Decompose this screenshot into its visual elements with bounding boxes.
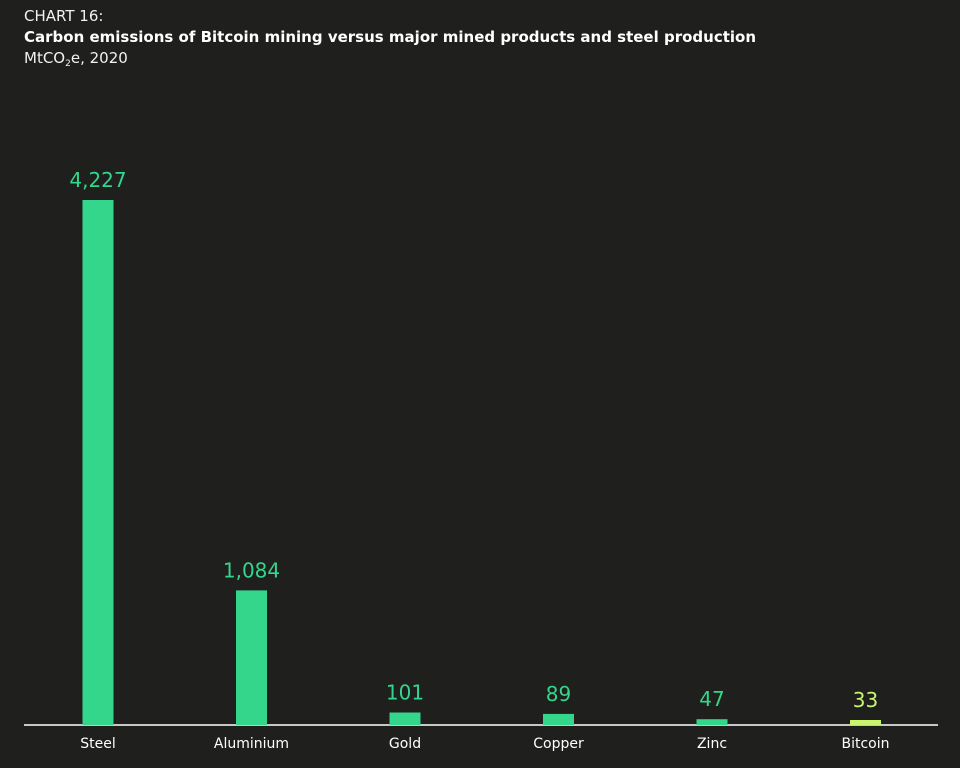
value-label-steel: 4,227 xyxy=(69,168,126,192)
bar-steel xyxy=(82,200,114,725)
chart-unit: MtCO2e, 2020 xyxy=(24,48,934,69)
value-label-bitcoin: 33 xyxy=(853,688,878,712)
tick-label-steel: Steel xyxy=(80,736,116,752)
value-label-copper: 89 xyxy=(546,682,571,706)
value-label-gold: 101 xyxy=(386,681,424,705)
value-label-zinc: 47 xyxy=(699,687,724,711)
tick-label-zinc: Zinc xyxy=(697,736,727,752)
chart-header: CHART 16: Carbon emissions of Bitcoin mi… xyxy=(24,6,934,69)
unit-suffix: e, 2020 xyxy=(70,49,128,67)
value-labels-group: 4,227 1,084 101 89 47 33 xyxy=(69,168,878,712)
bar-bitcoin xyxy=(850,720,881,725)
tick-label-aluminium: Aluminium xyxy=(214,736,289,752)
unit-subscript: 2 xyxy=(65,59,71,69)
unit-prefix: MtCO xyxy=(24,49,66,67)
bar-aluminium xyxy=(236,590,267,725)
bar-gold xyxy=(389,712,421,725)
tick-label-copper: Copper xyxy=(533,736,584,752)
tick-labels-group: Steel Aluminium Gold Copper Zinc Bitcoin xyxy=(80,736,889,752)
bars-group xyxy=(82,200,881,725)
bar-copper xyxy=(543,713,574,725)
bar-zinc xyxy=(696,719,728,725)
tick-label-gold: Gold xyxy=(389,736,421,752)
value-label-aluminium: 1,084 xyxy=(223,558,280,582)
tick-label-bitcoin: Bitcoin xyxy=(841,736,889,752)
chart-title: Carbon emissions of Bitcoin mining versu… xyxy=(24,28,757,46)
chart-number: CHART 16: xyxy=(24,7,104,25)
